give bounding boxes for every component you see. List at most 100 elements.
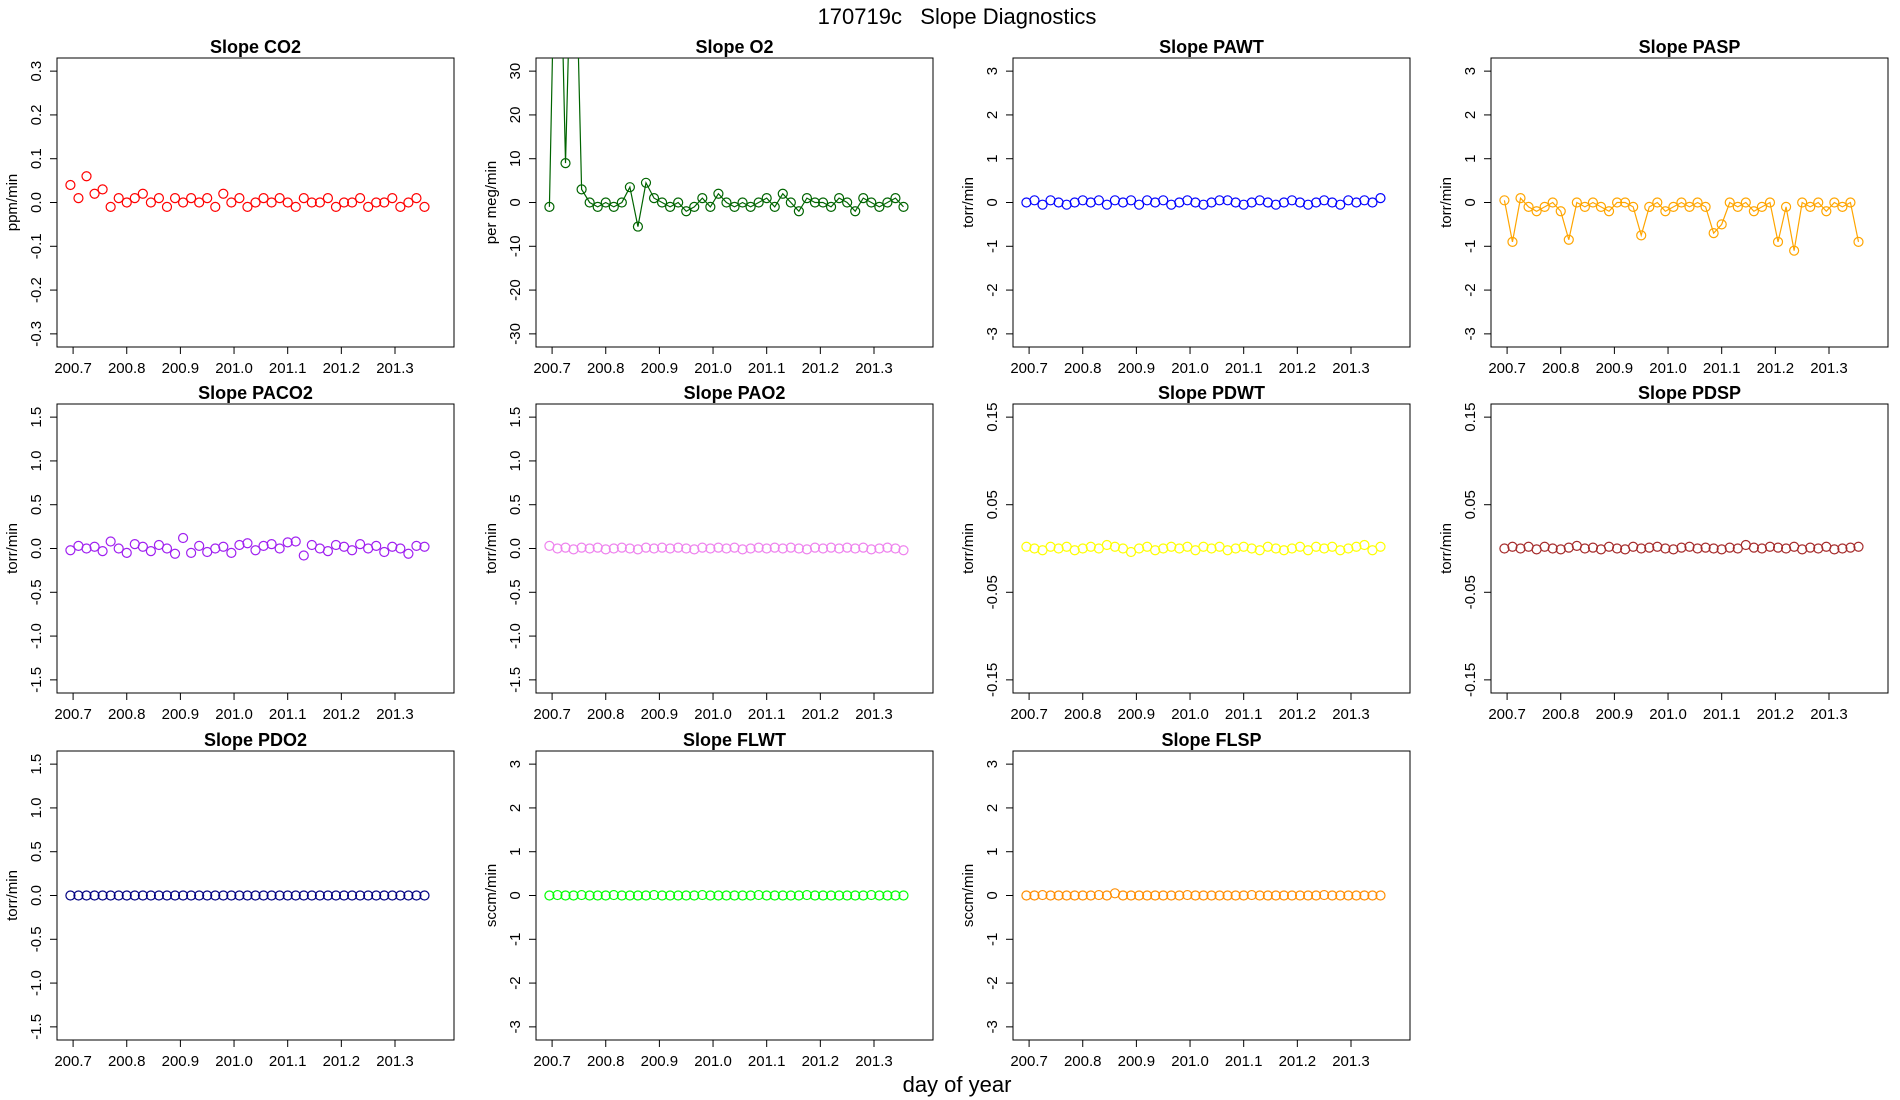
data-point [1367, 197, 1378, 208]
y-tick-label: -1.0 [28, 970, 45, 996]
data-point [842, 197, 853, 208]
data-point [817, 890, 829, 901]
data-point [282, 537, 293, 548]
data-point [793, 206, 804, 217]
data-point [330, 539, 342, 551]
data-point [1077, 890, 1088, 901]
data-point [210, 201, 221, 212]
data-point [608, 201, 619, 212]
data-point [145, 197, 156, 208]
data-point [1037, 199, 1048, 210]
x-tick-label: 201.1 [748, 706, 786, 723]
data-point [600, 890, 611, 901]
data-point [1359, 539, 1370, 551]
data-point [1724, 197, 1735, 208]
data-point [1190, 890, 1201, 901]
data-point [338, 890, 350, 901]
data-point [874, 201, 885, 212]
data-point [1311, 890, 1322, 901]
data-point [1499, 543, 1510, 554]
data-point [584, 543, 595, 554]
data-point [1278, 890, 1290, 901]
data-point [616, 890, 627, 901]
x-tick-label: 200.7 [1488, 360, 1526, 377]
data-point [576, 542, 587, 553]
y-tick-label: -1.5 [507, 667, 524, 693]
data-point [411, 540, 422, 551]
x-tick-label: 200.8 [108, 1053, 146, 1070]
data-point [1230, 890, 1241, 901]
data-point [640, 177, 652, 188]
data-point [97, 546, 108, 557]
data-point [874, 890, 885, 901]
y-tick-label: 30 [507, 63, 524, 80]
x-tick-label: 201.1 [269, 706, 307, 723]
data-point [161, 201, 173, 212]
y-tick-label: -2 [984, 976, 1001, 989]
data-point [1246, 543, 1257, 554]
data-point [202, 193, 213, 204]
data-point [411, 890, 422, 901]
x-tick-label: 201.3 [855, 706, 893, 723]
data-point [81, 543, 92, 554]
y-axis-label: torr/min [483, 523, 500, 574]
data-point [266, 539, 277, 550]
data-point [1813, 197, 1824, 208]
data-point [1499, 195, 1510, 206]
data-point [338, 197, 350, 208]
data-point [411, 193, 422, 204]
x-tick-label: 201.1 [1703, 706, 1741, 723]
data-point [850, 543, 861, 554]
data-point [1166, 541, 1177, 552]
data-point [346, 890, 358, 901]
data-point [1700, 201, 1711, 212]
data-point [721, 890, 732, 901]
y-axis-label: sccm/min [483, 864, 500, 927]
data-point [194, 890, 205, 901]
data-point [673, 542, 684, 553]
plot-frame [1012, 403, 1411, 694]
data-point [234, 193, 245, 204]
y-tick-label: -1 [984, 933, 1001, 946]
data-point [753, 197, 764, 208]
x-tick-label: 201.1 [748, 360, 786, 377]
data-point [890, 890, 901, 901]
data-point [632, 221, 644, 232]
y-tick-label: -0.1 [28, 233, 45, 259]
data-point [1375, 193, 1386, 204]
y-tick-label: -0.05 [1462, 575, 1479, 609]
x-tick-label: 201.3 [1332, 1053, 1370, 1070]
data-point [592, 890, 603, 901]
data-point [1539, 201, 1550, 212]
x-tick-label: 201.2 [802, 706, 840, 723]
y-axis-label: torr/min [1438, 523, 1455, 574]
data-point [1644, 201, 1655, 212]
data-point [793, 890, 804, 901]
panel: Slope FLWT 200.7 200.8 200.9 201.0 201.1 201.2… [483, 730, 934, 1070]
data-point [817, 543, 829, 554]
x-tick-label: 201.3 [376, 360, 414, 377]
x-tick-label: 200.8 [1064, 1053, 1102, 1070]
data-point [1262, 541, 1273, 552]
x-tick-label: 201.0 [1171, 360, 1209, 377]
y-tick-label: 2 [507, 804, 524, 812]
data-point [665, 890, 676, 901]
data-point [640, 542, 652, 553]
data-point [282, 890, 293, 901]
data-point [1158, 890, 1169, 901]
data-point [330, 890, 342, 901]
x-tick-label: 200.9 [1118, 360, 1156, 377]
data-point [371, 540, 382, 551]
data-point [1797, 544, 1808, 555]
data-point [1740, 197, 1751, 208]
data-point [1198, 890, 1209, 901]
data-point [1069, 545, 1080, 556]
data-point [761, 890, 772, 901]
x-tick-label: 201.0 [1171, 706, 1209, 723]
data-point [322, 193, 334, 204]
x-tick-label: 200.8 [1542, 360, 1580, 377]
data-point [298, 550, 309, 561]
data-point [1821, 206, 1832, 217]
data-point [681, 890, 692, 901]
data-point [729, 201, 740, 212]
